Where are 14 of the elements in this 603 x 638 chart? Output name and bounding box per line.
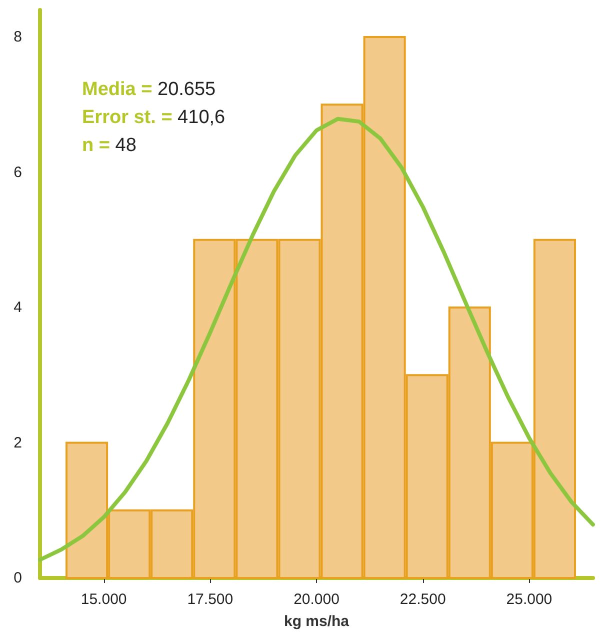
y-tick-label: 2 xyxy=(14,434,22,452)
x-tick-label: 25.000 xyxy=(506,591,552,608)
annotation: Error st. = 410,6 xyxy=(82,107,226,128)
annotation: n = 48 xyxy=(82,135,136,156)
x-tick-label: 15.000 xyxy=(80,591,127,608)
x-axis-title: kg ms/ha xyxy=(284,613,350,630)
annotation: Media = 20.655 xyxy=(82,79,216,100)
x-tick-label: 22.500 xyxy=(400,591,446,608)
y-tick-label: 0 xyxy=(14,570,22,586)
y-tick-label: 6 xyxy=(14,164,22,181)
y-tick-label: 4 xyxy=(14,299,22,316)
x-tick-label: 17.500 xyxy=(187,591,234,608)
y-tick-label: 8 xyxy=(14,28,22,46)
x-tick-label: 20.000 xyxy=(294,591,340,608)
